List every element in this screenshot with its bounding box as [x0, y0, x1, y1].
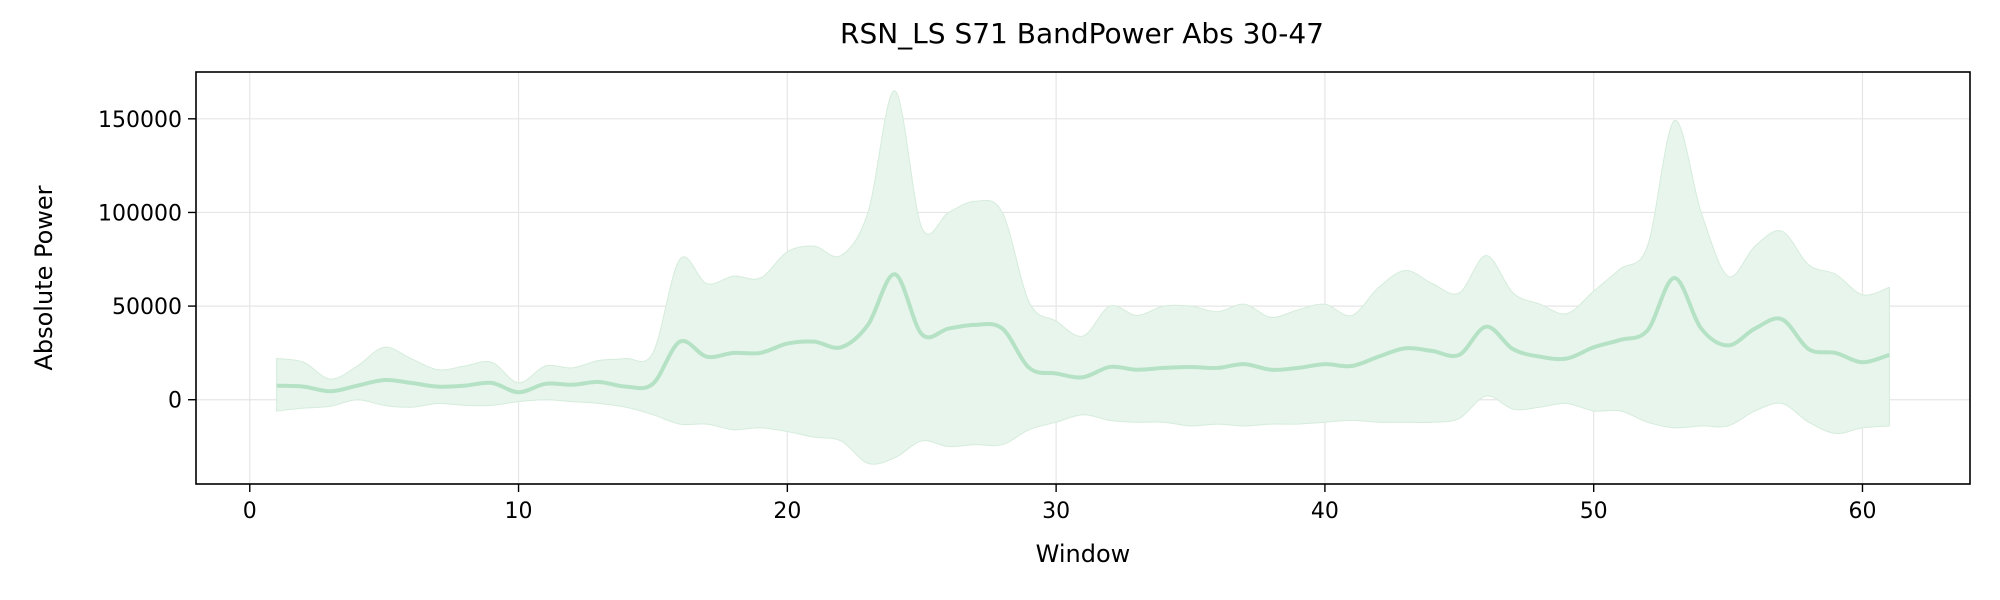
y-tick-label: 150000: [98, 108, 182, 133]
y-tick-label: 100000: [98, 201, 182, 226]
y-axis-ticks: 0 50000 100000 150000: [98, 108, 196, 414]
x-tick-label: 20: [773, 499, 801, 524]
x-tick-label: 10: [505, 499, 533, 524]
x-axis-label: Window: [1036, 540, 1131, 568]
chart-title: RSN_LS S71 BandPower Abs 30-47: [840, 17, 1324, 50]
plot-frame: [195, 71, 1971, 485]
x-tick-label: 30: [1042, 499, 1070, 524]
x-tick-label: 50: [1580, 499, 1608, 524]
x-axis-ticks: 0 10 20 30 40 50 60: [243, 484, 1876, 524]
std-band: [276, 90, 1890, 465]
x-tick-label: 60: [1848, 499, 1876, 524]
y-axis-label: Absolute Power: [30, 185, 58, 370]
mean-line: [276, 272, 1890, 395]
y-tick-label: 50000: [112, 295, 182, 320]
x-tick-label: 40: [1311, 499, 1339, 524]
x-tick-label: 0: [243, 499, 257, 524]
y-tick-label: 0: [168, 389, 182, 414]
